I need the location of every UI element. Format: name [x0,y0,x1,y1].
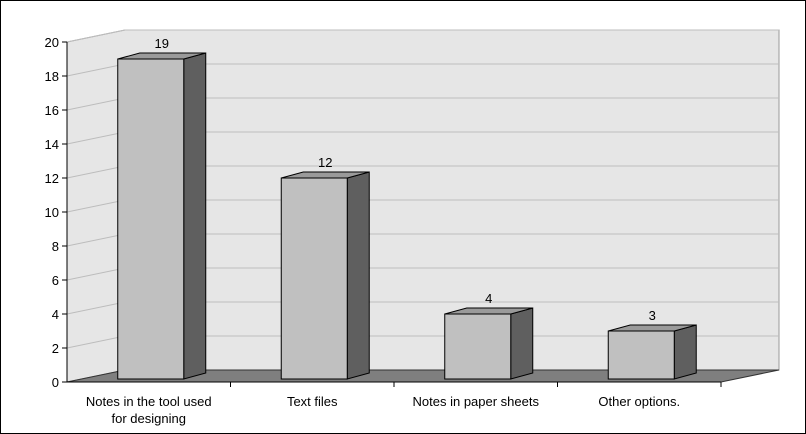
bar [117,52,207,380]
axes [62,41,722,387]
category-label-line: Notes in paper sheets [413,394,540,409]
y-tick-label: 8 [52,239,59,254]
bar-front [444,313,512,380]
y-tick-label: 4 [52,307,59,322]
bar-side [510,307,534,380]
bar-front [607,330,675,380]
data-label: 12 [318,155,332,170]
y-tick-label: 2 [52,341,59,356]
y-tick-label: 14 [45,137,59,152]
bar [280,171,370,380]
gridline [66,29,779,43]
bars [117,52,697,380]
y-tick-label: 20 [45,35,59,50]
category-label-line: Notes in the tool used [86,394,212,409]
bar-side [346,171,370,380]
bar-side [673,324,697,380]
data-label: 3 [649,308,656,323]
bar-side [183,52,207,380]
bar [607,324,697,380]
bar-front [117,58,185,380]
y-tick-label: 6 [52,273,59,288]
data-label: 4 [485,291,492,306]
labels: 0 2 4 6 8 10 12 14 16 18 20 19 Notes in the tool use… [45,35,681,426]
y-tick-label: 10 [45,205,59,220]
y-tick-label: 0 [52,375,59,390]
category-label: Notes in paper sheets [413,394,540,409]
category-label-line: for designing [112,411,186,426]
data-label: 19 [155,36,169,51]
bar-front [280,177,348,380]
y-tick-label: 16 [45,103,59,118]
y-tick-label: 18 [45,69,59,84]
y-tick-label: 12 [45,171,59,186]
bar [444,307,534,380]
category-label: Notes in the tool used for designing [86,394,212,426]
category-label: Other options. [598,394,680,409]
category-label-line: Text files [287,394,338,409]
category-label-line: Other options. [598,394,680,409]
category-label: Text files [287,394,338,409]
